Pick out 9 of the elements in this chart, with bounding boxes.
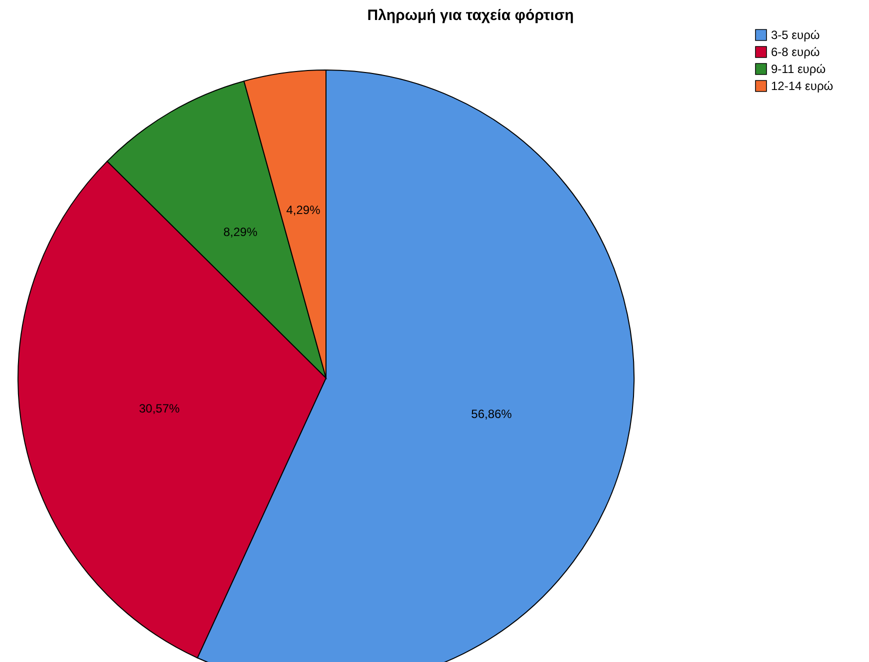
data-label: 30,57% [138, 401, 180, 416]
data-label: 4,29% [286, 203, 321, 218]
legend-label: 6-8 ευρώ [771, 45, 820, 59]
legend-label: 3-5 ευρώ [771, 28, 820, 42]
legend-label: 9-11 ευρώ [771, 62, 826, 76]
data-label: 56,86% [471, 407, 512, 422]
data-label: 8,29% [223, 224, 258, 239]
chart-title: Πληρωμή για ταχεία φόρτιση [367, 7, 574, 24]
legend-label: 12-14 ευρώ [771, 79, 834, 93]
